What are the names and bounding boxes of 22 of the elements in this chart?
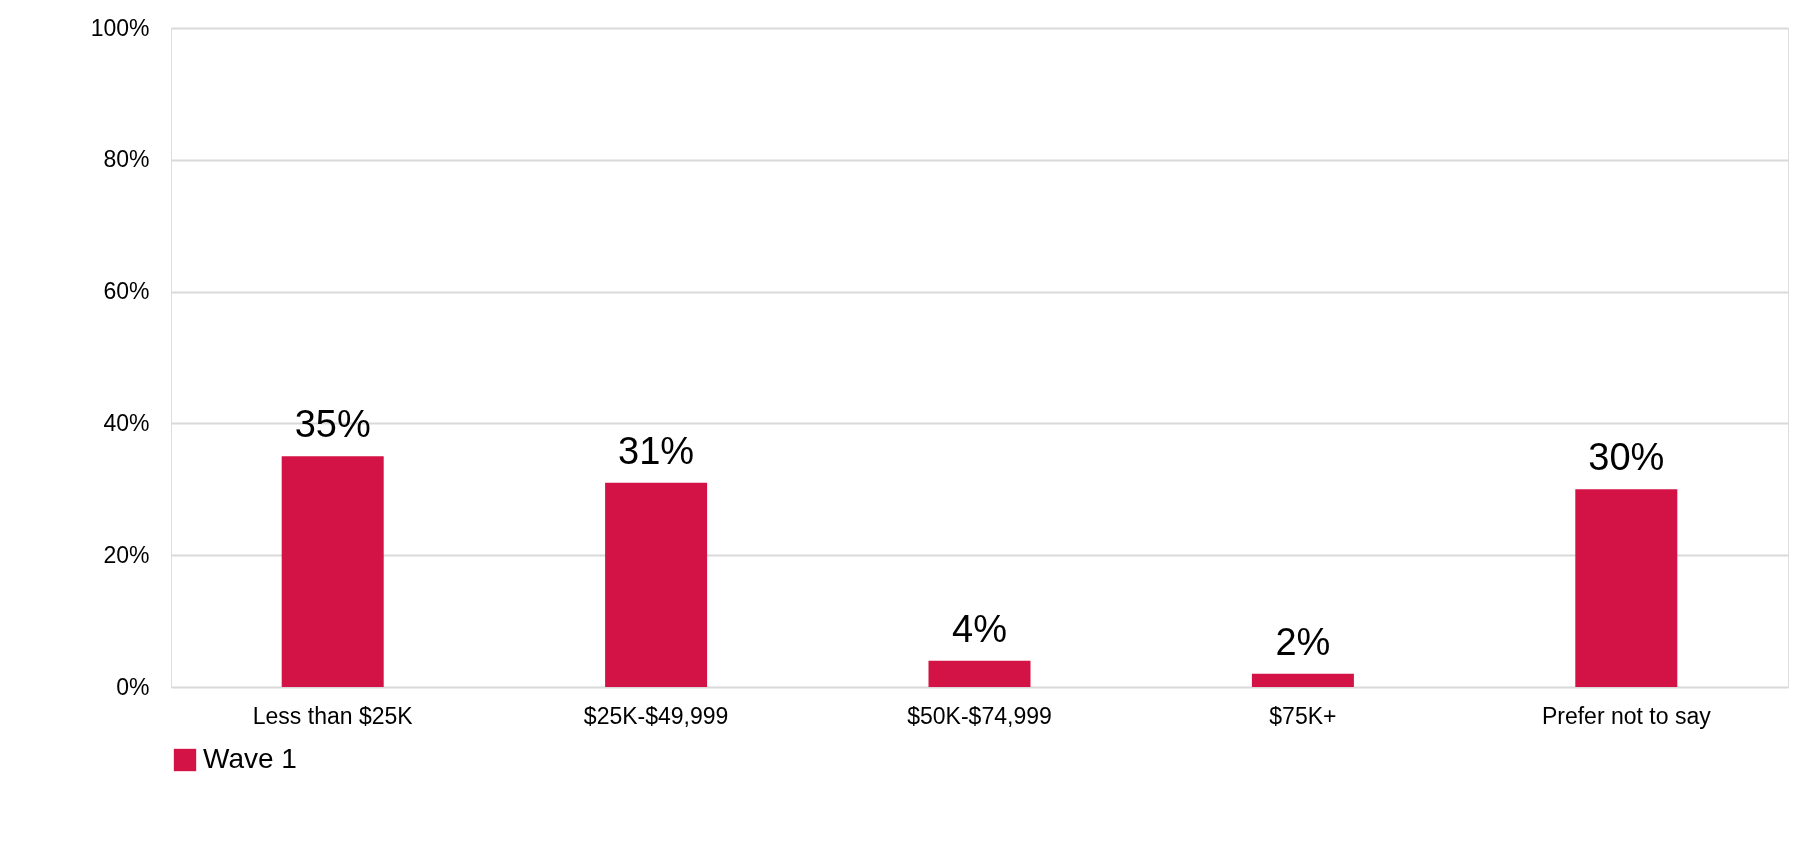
x-tick-label: $25K-$49,999 — [583, 702, 729, 729]
data-label: 35% — [294, 403, 371, 446]
y-tick-label: 40% — [103, 409, 150, 436]
bar — [1575, 489, 1678, 687]
bar — [605, 482, 708, 687]
y-tick-label: 20% — [103, 541, 150, 568]
y-tick-label: 0% — [116, 673, 150, 700]
bar — [1251, 673, 1354, 687]
bar — [928, 660, 1031, 687]
legend-label: Wave 1 — [203, 743, 297, 774]
x-tick-label: $50K-$74,999 — [907, 702, 1052, 729]
data-label: 4% — [952, 607, 1007, 650]
y-tick-label: 80% — [103, 146, 150, 173]
y-tick-label: 100% — [90, 14, 150, 41]
x-tick-label: Less than $25K — [252, 702, 414, 729]
data-label: 31% — [618, 429, 695, 472]
y-tick-label: 60% — [103, 278, 150, 305]
x-tick-label: $75K+ — [1269, 702, 1337, 729]
data-label: 2% — [1275, 620, 1331, 663]
bar — [281, 456, 384, 687]
x-tick-label: Prefer not to say — [1541, 702, 1712, 729]
data-label: 30% — [1588, 436, 1665, 479]
